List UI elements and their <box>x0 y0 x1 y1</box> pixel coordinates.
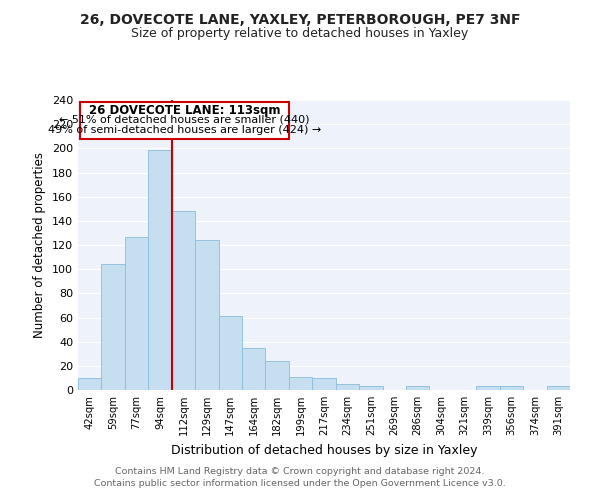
Text: Size of property relative to detached houses in Yaxley: Size of property relative to detached ho… <box>131 28 469 40</box>
Bar <box>218 316 242 390</box>
FancyBboxPatch shape <box>80 102 289 139</box>
Text: 49% of semi-detached houses are larger (424) →: 49% of semi-detached houses are larger (… <box>48 126 321 136</box>
Bar <box>265 361 289 390</box>
Bar <box>125 236 148 390</box>
Text: Contains HM Land Registry data © Crown copyright and database right 2024.: Contains HM Land Registry data © Crown c… <box>115 467 485 476</box>
Text: Contains public sector information licensed under the Open Government Licence v3: Contains public sector information licen… <box>94 478 506 488</box>
Bar <box>101 264 125 390</box>
Bar <box>406 386 430 390</box>
Text: ← 51% of detached houses are smaller (440): ← 51% of detached houses are smaller (44… <box>59 114 310 124</box>
Bar <box>172 211 195 390</box>
Bar <box>78 378 101 390</box>
Bar <box>476 386 500 390</box>
Text: 26 DOVECOTE LANE: 113sqm: 26 DOVECOTE LANE: 113sqm <box>89 104 280 117</box>
Bar <box>148 150 172 390</box>
Bar <box>312 378 336 390</box>
Bar <box>336 384 359 390</box>
Text: 26, DOVECOTE LANE, YAXLEY, PETERBOROUGH, PE7 3NF: 26, DOVECOTE LANE, YAXLEY, PETERBOROUGH,… <box>80 12 520 26</box>
Bar <box>195 240 218 390</box>
Bar <box>547 386 570 390</box>
Bar <box>359 386 383 390</box>
Bar <box>500 386 523 390</box>
Bar <box>289 376 312 390</box>
X-axis label: Distribution of detached houses by size in Yaxley: Distribution of detached houses by size … <box>171 444 477 456</box>
Y-axis label: Number of detached properties: Number of detached properties <box>34 152 46 338</box>
Bar <box>242 348 265 390</box>
